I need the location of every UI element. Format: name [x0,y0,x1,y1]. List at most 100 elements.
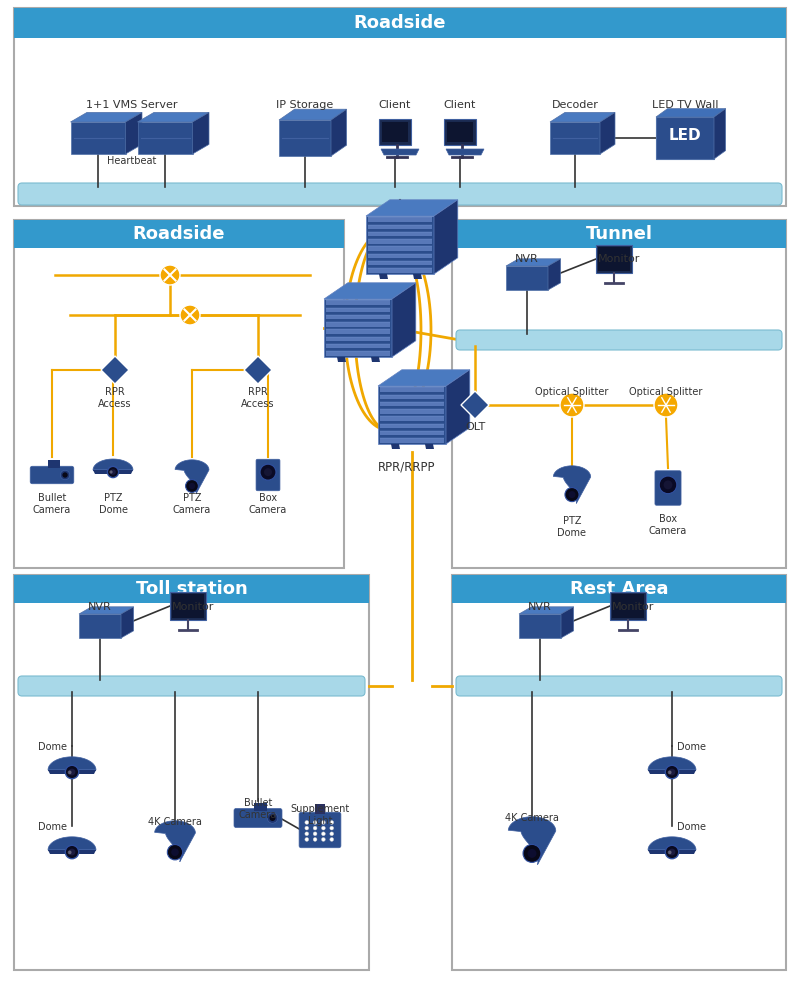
Polygon shape [612,594,644,618]
Circle shape [270,815,275,821]
Text: Optical Splitter: Optical Splitter [535,387,609,397]
Text: Dome: Dome [677,822,706,832]
Polygon shape [610,592,646,620]
Polygon shape [380,402,444,407]
Circle shape [330,837,334,841]
Circle shape [267,813,278,824]
FancyBboxPatch shape [452,220,786,568]
Circle shape [313,837,317,841]
Circle shape [669,848,675,855]
FancyBboxPatch shape [452,220,786,248]
Text: RPR
Access: RPR Access [242,387,274,409]
Polygon shape [48,461,60,469]
Circle shape [560,393,584,417]
Circle shape [66,845,78,858]
Polygon shape [554,466,590,503]
Polygon shape [324,299,392,357]
Polygon shape [506,266,548,290]
Polygon shape [326,344,390,348]
Polygon shape [380,409,444,414]
Circle shape [668,771,671,775]
Circle shape [322,831,326,835]
Text: Box
Camera: Box Camera [649,514,687,535]
Circle shape [60,471,70,480]
Polygon shape [79,607,134,614]
FancyBboxPatch shape [456,330,782,350]
Text: NVR: NVR [88,602,112,612]
Polygon shape [138,113,209,122]
Circle shape [180,305,200,325]
FancyBboxPatch shape [18,676,365,696]
Polygon shape [380,395,444,399]
Circle shape [171,848,179,856]
FancyBboxPatch shape [256,460,280,491]
Text: LED: LED [669,129,702,144]
FancyBboxPatch shape [14,575,369,603]
Polygon shape [561,607,574,638]
Polygon shape [381,149,419,155]
Text: LED TV Wall: LED TV Wall [652,100,718,110]
Text: RPR
Access: RPR Access [98,387,132,409]
Polygon shape [326,322,390,327]
Text: PTZ
Dome: PTZ Dome [558,516,586,537]
Polygon shape [648,850,696,854]
Polygon shape [366,216,434,274]
Circle shape [330,827,334,830]
Polygon shape [175,460,209,494]
Text: Bullet
Camera: Bullet Camera [239,798,277,820]
Text: OLT: OLT [465,422,485,432]
Polygon shape [326,337,390,341]
Polygon shape [279,120,331,156]
Text: 4K Camera: 4K Camera [505,813,559,823]
Polygon shape [380,417,444,421]
Text: Roadside: Roadside [354,14,446,32]
Polygon shape [596,245,632,273]
Text: Heartbeat: Heartbeat [107,156,156,166]
FancyBboxPatch shape [14,220,344,568]
Circle shape [68,850,71,854]
Polygon shape [93,459,133,470]
Circle shape [322,821,326,825]
Polygon shape [138,122,193,154]
Circle shape [305,837,309,841]
Polygon shape [380,439,444,443]
Polygon shape [656,117,714,159]
Polygon shape [425,444,434,449]
Circle shape [523,844,541,862]
Text: Optical Splitter: Optical Splitter [630,387,702,397]
Circle shape [659,476,677,494]
FancyBboxPatch shape [14,220,344,248]
Polygon shape [93,470,133,474]
Polygon shape [413,274,422,279]
Polygon shape [193,113,209,154]
Polygon shape [170,592,206,620]
Polygon shape [79,614,121,638]
Polygon shape [379,119,411,145]
Circle shape [305,827,309,830]
Circle shape [313,827,317,830]
Text: Dome: Dome [38,822,67,832]
Circle shape [66,766,78,779]
Polygon shape [326,315,390,319]
Circle shape [669,769,675,776]
FancyBboxPatch shape [452,575,786,603]
Polygon shape [70,122,126,154]
Text: NVR: NVR [528,602,552,612]
Text: PTZ
Camera: PTZ Camera [173,493,211,514]
Text: Box
Camera: Box Camera [249,493,287,514]
Text: Dome: Dome [38,742,67,752]
Polygon shape [648,836,696,850]
Polygon shape [172,594,204,618]
Polygon shape [315,805,325,815]
Polygon shape [331,110,346,156]
Polygon shape [548,259,561,290]
Circle shape [305,831,309,835]
Text: Monitor: Monitor [612,602,654,612]
Polygon shape [279,110,346,120]
Circle shape [110,470,116,475]
Circle shape [527,848,537,857]
FancyBboxPatch shape [299,813,341,847]
Text: Decoder: Decoder [551,100,598,110]
Polygon shape [368,268,432,272]
Circle shape [305,821,309,825]
